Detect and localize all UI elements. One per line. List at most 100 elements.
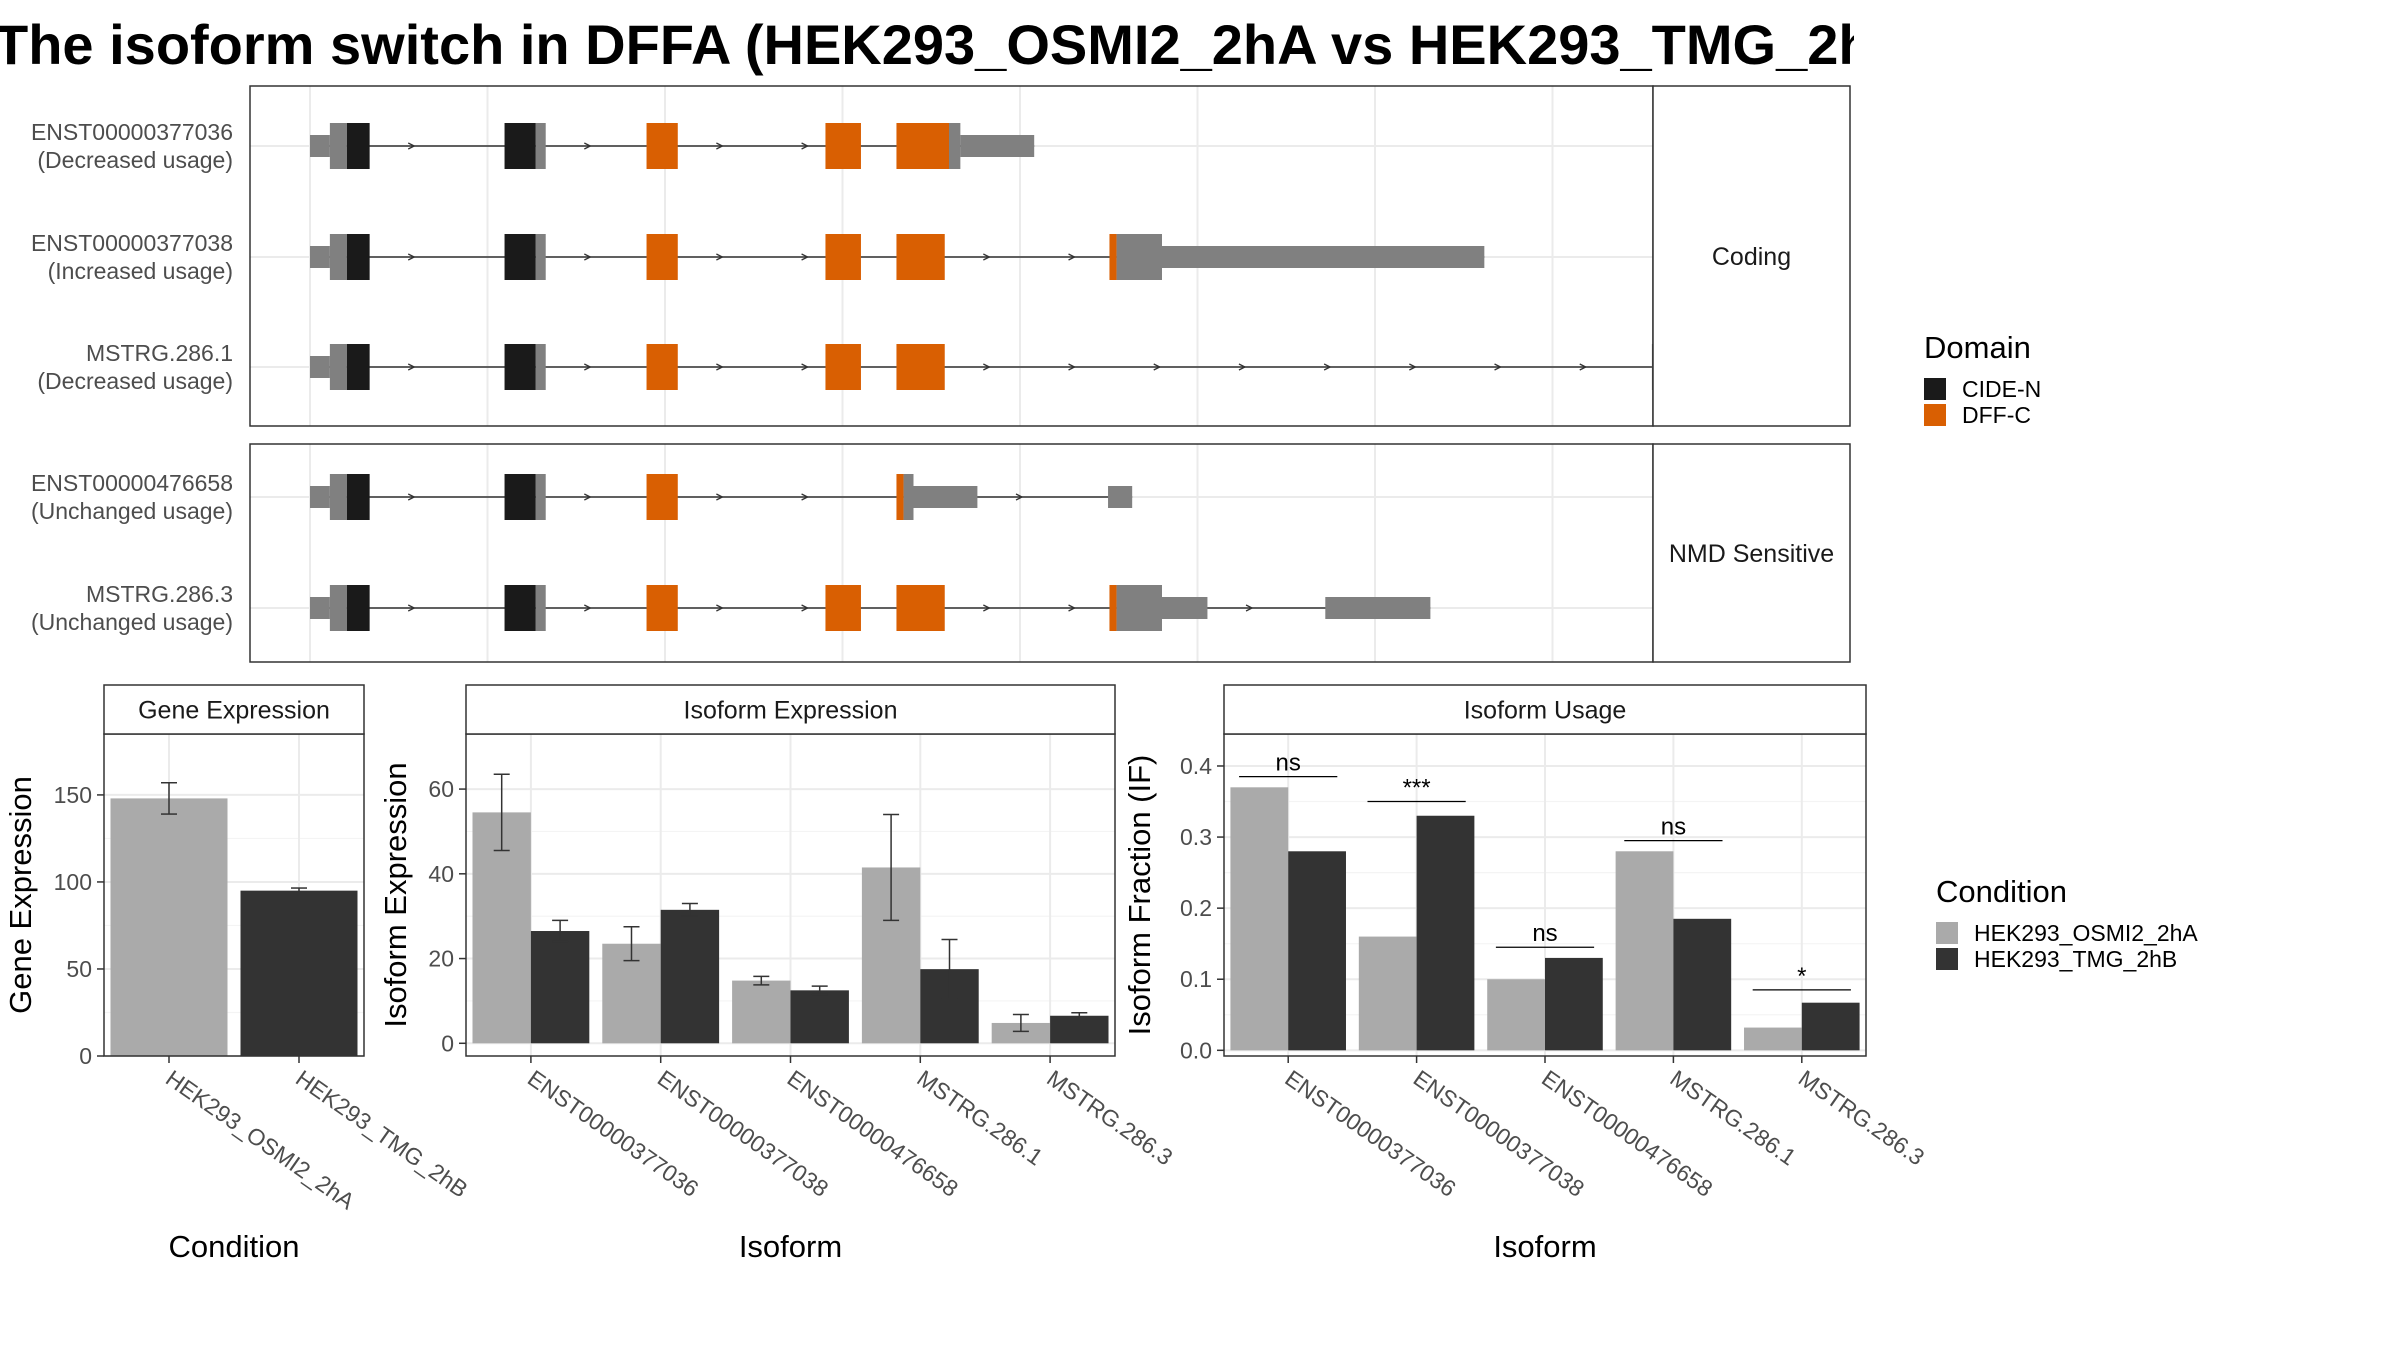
condition-legend-swatch: [1936, 948, 1958, 970]
x-axis-title: Isoform: [1493, 1229, 1596, 1264]
panel-strip-label: Coding: [1712, 243, 1791, 271]
transcript-id-label: MSTRG.286.3: [86, 581, 233, 607]
panel-strip-bg: [1223, 684, 1867, 735]
utr-exon: [535, 585, 546, 631]
significance-label: *: [1797, 963, 1806, 990]
dff-c-domain: [646, 344, 678, 390]
utr-exon: [960, 135, 1035, 157]
intron-arrow: [801, 253, 810, 261]
y-tick-label: 150: [54, 782, 92, 808]
domain-legend-label: DFF-C: [1962, 402, 2031, 428]
dff-c-domain: [1109, 234, 1117, 280]
bar: [1288, 851, 1346, 1051]
bar: [1230, 787, 1289, 1051]
utr-exon: [913, 486, 978, 508]
dff-c-domain: [646, 474, 678, 520]
cide-n-domain: [504, 585, 536, 631]
transcript-usage-label: (Unchanged usage): [31, 609, 233, 635]
cide-n-domain: [346, 234, 370, 280]
intron-arrow: [1579, 363, 1588, 371]
dff-c-domain: [1109, 585, 1117, 631]
condition-legend-label: HEK293_OSMI2_2hA: [1974, 920, 2198, 946]
y-tick-label: 50: [66, 956, 92, 982]
intron-arrow: [801, 493, 810, 501]
intron-arrow: [1494, 363, 1502, 371]
y-axis-title: Isoform Expression: [378, 762, 413, 1027]
intron-arrow: [407, 363, 416, 371]
utr-exon: [1162, 597, 1208, 619]
x-tick-label: MSTRG.286.3: [1042, 1065, 1177, 1171]
utr-exon: [310, 486, 330, 508]
bar: [1050, 1015, 1109, 1044]
domain-legend-swatch: [1924, 404, 1946, 426]
panel-strip-bg: [103, 684, 365, 735]
x-tick-label: MSTRG.286.1: [1666, 1065, 1801, 1171]
intron-arrow: [1068, 253, 1076, 261]
utr-exon: [949, 123, 961, 169]
utr-exon: [1108, 486, 1133, 508]
cide-n-domain: [346, 123, 370, 169]
y-tick-label: 0.0: [1180, 1037, 1212, 1063]
intron-arrow: [584, 604, 592, 612]
bar: [660, 909, 720, 1044]
bar: [1744, 1027, 1802, 1051]
dff-c-domain: [896, 344, 945, 390]
intron-arrow: [1015, 493, 1024, 501]
intron-arrow: [716, 604, 724, 612]
dff-c-domain: [825, 234, 861, 280]
y-tick-label: 0: [441, 1030, 454, 1056]
utr-exon: [329, 585, 347, 631]
transcript-id-label: ENST00000377038: [31, 230, 233, 256]
utr-exon: [310, 246, 330, 268]
panel-strip-label: Isoform Usage: [1464, 697, 1627, 725]
bar: [1801, 1002, 1860, 1051]
panel-strip-label: Gene Expression: [138, 697, 330, 725]
intron-arrow: [1409, 363, 1417, 371]
dff-c-domain: [896, 123, 949, 169]
significance-label: ***: [1403, 775, 1431, 802]
domain-legend-swatch: [1924, 378, 1946, 400]
intron-arrow: [1245, 604, 1254, 612]
cide-n-domain: [504, 234, 536, 280]
intron-arrow: [983, 253, 991, 261]
panel-strip-label: Isoform Expression: [684, 697, 898, 725]
dff-c-domain: [825, 123, 861, 169]
intron-arrow: [983, 604, 991, 612]
transcript-usage-label: (Increased usage): [48, 258, 233, 284]
significance-label: ns: [1276, 750, 1301, 777]
y-tick-label: 40: [428, 861, 454, 887]
transcript-id-label: ENST00000476658: [31, 470, 233, 496]
intron-arrow: [1238, 363, 1247, 371]
cide-n-domain: [346, 344, 370, 390]
intron-arrow: [801, 604, 810, 612]
panel-strip-bg: [1652, 443, 1851, 663]
domain-legend-title: Domain: [1924, 330, 2031, 365]
intron-arrow: [584, 363, 592, 371]
intron-arrow: [584, 493, 592, 501]
intron-arrow: [801, 142, 810, 150]
intron-arrow: [407, 253, 416, 261]
utr-exon: [329, 123, 347, 169]
significance-label: ns: [1661, 814, 1686, 841]
bar: [530, 931, 590, 1044]
bar: [240, 890, 358, 1056]
bar: [1487, 979, 1545, 1051]
significance-label: ns: [1532, 920, 1557, 947]
intron-arrow: [716, 493, 724, 501]
transcript-usage-label: (Decreased usage): [37, 368, 233, 394]
x-axis-title: Condition: [169, 1229, 300, 1264]
utr-exon: [310, 597, 330, 619]
bar: [1673, 918, 1732, 1051]
dff-c-domain: [646, 585, 678, 631]
bar: [1615, 851, 1674, 1051]
intron-arrow: [983, 363, 991, 371]
intron-arrow: [1153, 363, 1162, 371]
utr-exon: [1162, 246, 1485, 268]
transcript-id-label: MSTRG.286.1: [86, 340, 233, 366]
bar: [110, 798, 228, 1056]
utr-exon: [310, 356, 330, 378]
dff-c-domain: [646, 234, 678, 280]
cide-n-domain: [346, 474, 370, 520]
utr-exon: [535, 123, 546, 169]
utr-exon: [535, 344, 546, 390]
